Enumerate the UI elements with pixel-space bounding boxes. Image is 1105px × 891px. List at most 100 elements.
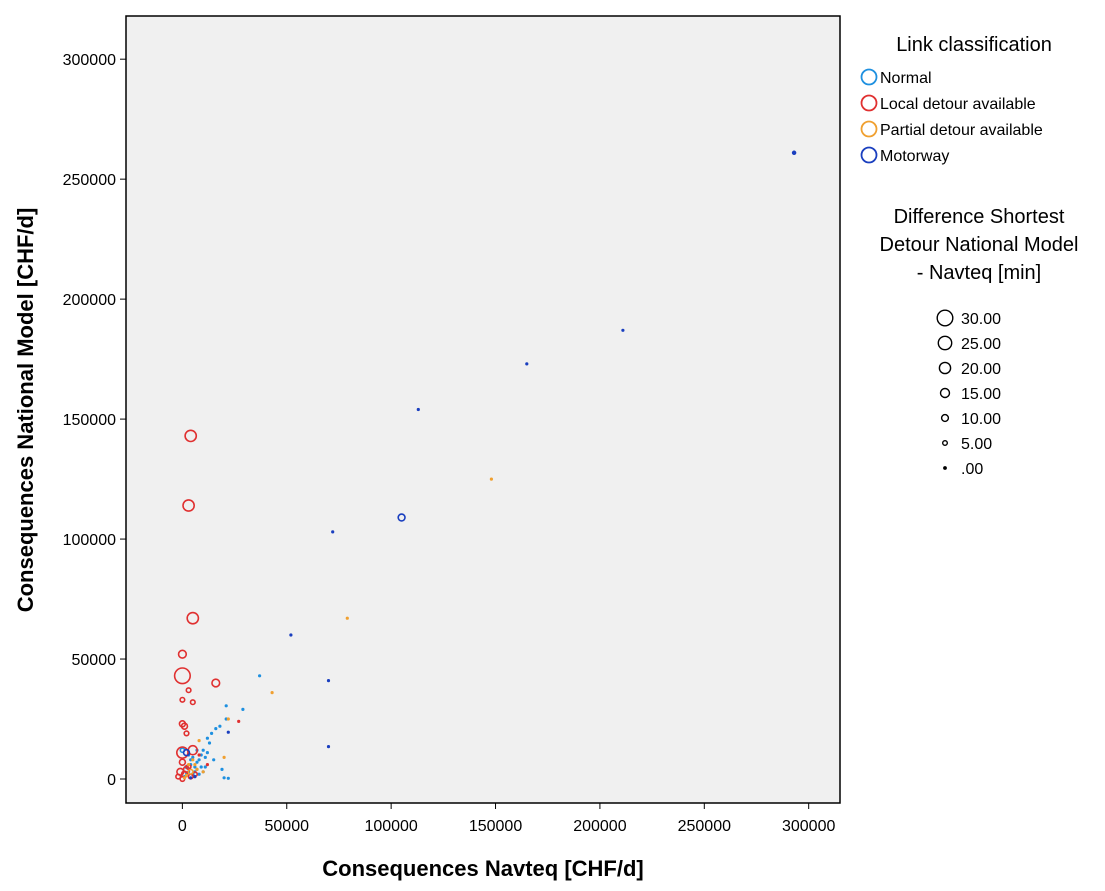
point-normal: [199, 765, 203, 769]
point-motorway: [226, 730, 230, 734]
point-normal: [222, 776, 226, 780]
point-partial-detour-available: [489, 477, 493, 481]
point-motorway: [416, 407, 420, 412]
x-tick-label: 150000: [469, 818, 522, 835]
y-tick-label: 250000: [63, 172, 116, 189]
point-motorway: [326, 678, 331, 683]
y-tick-label: 100000: [63, 532, 116, 549]
point-partial-detour-available: [345, 616, 349, 620]
point-motorway: [791, 150, 797, 156]
size-legend-marker: [937, 335, 953, 351]
legend-title-link-classification: Link classification: [896, 34, 1052, 56]
color-legend-items: Normal Local detour available Partial deto…: [860, 68, 1043, 165]
size-legend-label: .00: [961, 461, 983, 478]
legend-label-local-detour-available: Local detour available: [880, 96, 1036, 113]
point-partial-detour-available: [270, 690, 274, 695]
point-normal: [257, 674, 262, 678]
point-partial-detour-available: [187, 768, 194, 775]
size-legend-label: 5.00: [961, 436, 992, 453]
size-legend-marker: [936, 309, 954, 327]
point-normal: [212, 758, 216, 762]
size-legend-label: 25.00: [961, 336, 1001, 353]
point-local-detour-available: [184, 429, 198, 443]
legend-label-motorway: Motorway: [880, 148, 949, 165]
point-partial-detour-available: [201, 770, 205, 774]
point-partial-detour-available: [193, 762, 197, 767]
point-motorway: [621, 328, 625, 332]
size-legend-title-line-1: Difference Shortest: [894, 206, 1065, 228]
y-tick-label: 50000: [72, 652, 117, 669]
size-legend-label: 10.00: [961, 411, 1001, 428]
legend-label-normal: Normal: [880, 70, 932, 87]
point-local-detour-available: [175, 746, 189, 759]
point-local-detour-available: [211, 678, 221, 688]
y-tick-label: 150000: [63, 412, 116, 429]
point-motorway: [397, 513, 406, 522]
point-motorway: [331, 530, 335, 534]
point-local-detour-available: [186, 611, 200, 625]
point-local-detour-available: [237, 719, 241, 724]
point-local-detour-available: [177, 649, 188, 659]
point-normal: [197, 758, 201, 762]
point-normal: [220, 767, 224, 772]
point-motorway: [326, 744, 331, 749]
legend-label-partial-detour-available: Partial detour available: [880, 122, 1043, 139]
size-legend-marker: [940, 413, 950, 423]
point-normal: [207, 741, 212, 745]
point-normal: [195, 760, 199, 764]
legend-marker-motorway: [860, 146, 878, 164]
point-partial-detour-available: [222, 755, 226, 760]
size-legend-title-line-3: - Navteq [min]: [917, 262, 1041, 284]
point-partial-detour-available: [226, 717, 230, 721]
x-tick-label: 50000: [265, 818, 310, 835]
size-legend-marker: [943, 466, 947, 470]
point-motorway: [289, 633, 293, 637]
size-legend-marker: [938, 361, 952, 375]
point-partial-detour-available: [195, 767, 199, 772]
size-legend-items: 30.00 25.00 20.00 15.00 10.00 5.00 .00: [936, 309, 1001, 478]
data-points: [173, 150, 797, 783]
x-tick-label: 300000: [782, 818, 835, 835]
point-motorway: [182, 748, 191, 757]
size-legend-marker: [939, 387, 951, 399]
x-tick-label: 100000: [364, 818, 417, 835]
point-local-detour-available: [183, 730, 190, 737]
point-partial-detour-available: [191, 758, 195, 762]
size-legend-label: 15.00: [961, 386, 1001, 403]
point-normal: [241, 707, 245, 712]
point-local-detour-available: [178, 758, 187, 766]
point-local-detour-available: [189, 699, 196, 706]
point-normal: [218, 724, 222, 728]
point-normal: [203, 765, 207, 769]
point-motorway: [193, 774, 197, 779]
point-motorway: [525, 362, 529, 366]
y-tick-label: 200000: [63, 292, 116, 309]
point-partial-detour-available: [187, 762, 191, 767]
point-normal: [214, 726, 218, 731]
legend-marker-normal: [860, 68, 878, 86]
point-local-detour-available: [185, 687, 192, 694]
legend-marker-partial-detour-available: [860, 120, 878, 138]
y-axis-title: Consequences National Model [CHF/d]: [13, 208, 38, 613]
point-local-detour-available: [173, 667, 191, 685]
size-legend-title-line-2: Detour National Model: [880, 234, 1079, 256]
point-local-detour-available: [205, 762, 209, 767]
size-legend-marker: [942, 440, 949, 447]
size-legend-label: 20.00: [961, 361, 1001, 378]
legend-marker-local-detour-available: [860, 94, 878, 112]
point-normal: [226, 776, 230, 780]
point-partial-detour-available: [184, 773, 189, 778]
point-normal: [203, 755, 207, 760]
x-tick-label: 250000: [678, 818, 731, 835]
point-local-detour-available: [179, 696, 186, 703]
point-normal: [224, 704, 228, 708]
y-axis-ticks: 0 50000 100000 150000 200000 250000 300000: [63, 52, 126, 789]
x-tick-label: 0: [178, 818, 187, 835]
point-normal: [201, 748, 205, 752]
plot-area: [125, 15, 841, 804]
legend: Link classification Normal Local detour a…: [860, 34, 1079, 478]
size-legend-label: 30.00: [961, 311, 1001, 328]
point-motorway: [189, 776, 193, 780]
x-axis-title: Consequences Navteq [CHF/d]: [322, 856, 644, 881]
point-partial-detour-available: [182, 776, 187, 780]
